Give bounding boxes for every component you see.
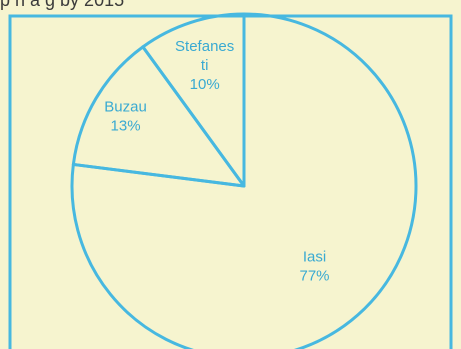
chart-frame (8, 14, 453, 349)
pie-slice-buzau (71, 45, 246, 188)
slice-percent-label: 10% (190, 76, 220, 93)
pie-slice-stefanesti (141, 12, 246, 188)
pie-slice-iasi (70, 12, 418, 349)
slice-name-label: Buzau (104, 98, 147, 115)
cropped-caption-text: p n a g by 2015 (0, 0, 125, 10)
slice-name-label: ti (201, 57, 209, 74)
slice-percent-label: 77% (300, 267, 330, 284)
slice-name-label: Stefanes (175, 38, 234, 55)
slice-percent-label: 13% (111, 117, 141, 134)
slice-name-label: Iasi (303, 248, 326, 265)
